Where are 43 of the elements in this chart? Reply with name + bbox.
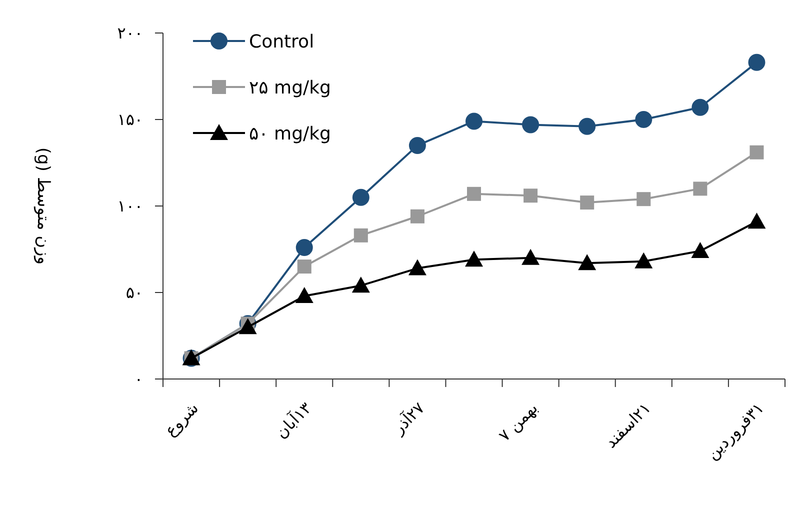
point xyxy=(634,252,653,268)
y-tick-label: ۲۰۰ xyxy=(117,24,143,43)
point xyxy=(578,254,596,270)
point xyxy=(408,259,426,276)
y-tick-label: ۱۰۰ xyxy=(117,196,143,216)
x-tick-label: ۲۱اسفند xyxy=(601,398,654,452)
point xyxy=(352,276,370,293)
point xyxy=(580,196,594,210)
point xyxy=(635,111,652,128)
point xyxy=(522,116,540,134)
point xyxy=(465,250,483,267)
point xyxy=(352,188,370,206)
point xyxy=(692,98,709,116)
point xyxy=(408,136,426,154)
point xyxy=(295,286,314,303)
legend-label: ۵۰ mg/kg xyxy=(249,123,331,144)
point xyxy=(410,209,424,224)
point xyxy=(467,186,481,201)
point xyxy=(297,260,312,274)
legend-label: Control xyxy=(249,31,314,52)
point xyxy=(578,118,596,135)
x-tick-label: شروع xyxy=(160,398,202,440)
point xyxy=(522,248,540,265)
point xyxy=(238,318,257,334)
point xyxy=(296,239,313,256)
point xyxy=(691,242,710,258)
point xyxy=(636,192,651,206)
point xyxy=(748,212,766,229)
point xyxy=(748,54,766,71)
point xyxy=(354,228,368,242)
y-tick-label: ۵۰ xyxy=(126,283,143,302)
y-tick-label: ۱۵۰ xyxy=(117,110,143,130)
x-tick-label: ۱۳آبان xyxy=(270,397,316,442)
y-axis-title: وزن متوسط (g) xyxy=(33,147,53,265)
y-tick-label: ۰ xyxy=(134,370,143,389)
point xyxy=(524,188,538,203)
x-tick-label: بهمن ۷ xyxy=(494,398,542,446)
legend-label: ۲۵ mg/kg xyxy=(249,77,331,98)
point xyxy=(466,112,482,130)
point xyxy=(693,182,708,196)
point xyxy=(750,145,764,160)
x-tick-label: ۲۷آذر xyxy=(388,397,429,438)
x-tick-label: ۳۱فروردین xyxy=(702,398,768,464)
